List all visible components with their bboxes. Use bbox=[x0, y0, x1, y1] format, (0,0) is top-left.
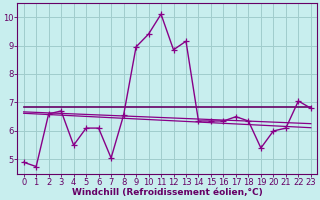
X-axis label: Windchill (Refroidissement éolien,°C): Windchill (Refroidissement éolien,°C) bbox=[72, 188, 263, 197]
